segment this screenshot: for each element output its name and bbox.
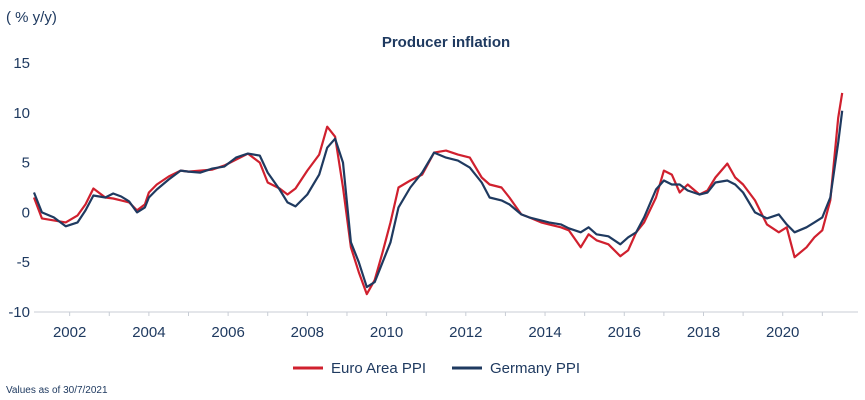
series-line-euro-area-ppi: [32, 92, 844, 296]
x-tick-label: 2020: [766, 324, 799, 341]
chart-title: Producer inflation: [382, 34, 510, 51]
x-tick-label: 2008: [291, 324, 324, 341]
x-tick-label: 2002: [53, 324, 86, 341]
values-as-of-note: Values as of 30/7/2021: [6, 385, 108, 396]
x-tick-label: 2006: [211, 324, 244, 341]
series-lines: [32, 92, 844, 296]
legend: Euro Area PPI Germany PPI: [293, 360, 580, 377]
x-tick-label: 2014: [528, 324, 561, 341]
y-tick-label: -10: [8, 304, 30, 321]
x-axis-ticks: 2002 2004 2006 2008 2010 2012 2014 2016 2018 2020: [53, 312, 823, 341]
y-tick-label: 15: [13, 55, 30, 72]
y-tick-label: 0: [22, 204, 30, 221]
legend-label-euro-area-ppi: Euro Area PPI: [331, 360, 426, 377]
x-tick-label: 2012: [449, 324, 482, 341]
y-tick-label: 10: [13, 105, 30, 122]
legend-label-germany-ppi: Germany PPI: [490, 360, 580, 377]
y-unit-label: ( % y/y): [6, 9, 57, 26]
y-tick-label: -5: [17, 254, 30, 271]
x-tick-label: 2016: [608, 324, 641, 341]
y-axis-ticks: -10 -5 0 5 10 15: [8, 55, 30, 321]
series-line-germany-ppi: [32, 110, 844, 289]
y-tick-label: 5: [22, 155, 30, 172]
x-tick-label: 2010: [370, 324, 403, 341]
x-tick-label: 2004: [132, 324, 165, 341]
x-tick-label: 2018: [687, 324, 720, 341]
